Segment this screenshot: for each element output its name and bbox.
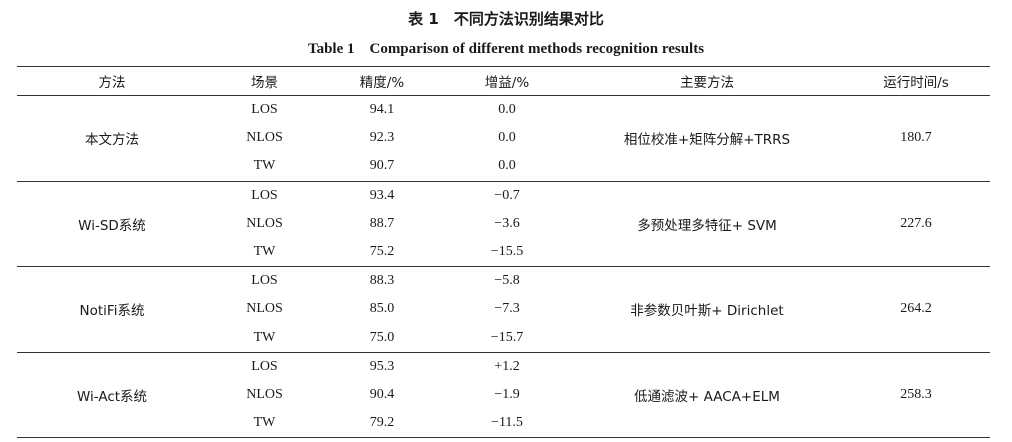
gain-cell: 0.0 bbox=[498, 102, 516, 118]
accuracy-cell: 79.2 bbox=[322, 409, 442, 439]
table-row: NLOS 90.4 −1.9 bbox=[17, 381, 990, 409]
header-accuracy: 精度/% bbox=[322, 66, 442, 96]
scene-cell: NLOS bbox=[246, 301, 283, 317]
table-caption-english: Table 1 Comparison of different methods … bbox=[307, 41, 705, 57]
method-cell: Wi-Act系统 bbox=[17, 352, 207, 439]
table-row: Wi-Act系统 LOS 95.3 +1.2 低通滤波+ AACA+ELM 25… bbox=[17, 352, 990, 439]
table-row: TW 79.2 −11.5 bbox=[17, 409, 990, 439]
gain-cell: −0.7 bbox=[494, 187, 520, 203]
table-row: Wi-SD系统 LOS 93.4 −0.7 多预处理多特征+ SVM 227.6 bbox=[17, 181, 990, 268]
runtime-cell: 180.7 bbox=[842, 95, 990, 182]
table-row: NotiFi系统 LOS 88.3 −5.8 非参数贝叶斯+ Dirichlet… bbox=[17, 266, 990, 353]
gain-cell: +1.2 bbox=[494, 358, 520, 374]
accuracy-cell: 75.2 bbox=[322, 237, 442, 268]
header-runtime: 运行时间/s bbox=[842, 66, 990, 96]
accuracy-cell: 75.0 bbox=[322, 323, 442, 353]
main-method-cell: 相位校准+矩阵分解+TRRS bbox=[572, 95, 842, 182]
accuracy-cell: 90.7 bbox=[322, 152, 442, 182]
table-row: 本文方法 LOS 94.1 0.0 相位校准+矩阵分解+TRRS 180.7 bbox=[17, 95, 990, 182]
scene-cell: TW bbox=[207, 323, 322, 353]
main-method-cell: 多预处理多特征+ SVM bbox=[572, 181, 842, 268]
main-method-cell: 非参数贝叶斯+ Dirichlet bbox=[572, 266, 842, 353]
gain-cell: −15.7 bbox=[442, 323, 572, 353]
accuracy-cell: 88.3 bbox=[369, 273, 395, 289]
gain-cell: −1.9 bbox=[494, 386, 520, 402]
scene-cell: LOS bbox=[251, 187, 278, 203]
table-caption-chinese: 表 1 不同方法识别结果对比 bbox=[408, 10, 604, 28]
accuracy-cell: 92.3 bbox=[369, 130, 395, 146]
accuracy-cell: 94.1 bbox=[369, 102, 395, 118]
accuracy-cell: 90.4 bbox=[369, 386, 395, 402]
gain-cell: −11.5 bbox=[442, 409, 572, 439]
scene-cell: TW bbox=[207, 237, 322, 268]
table-row: NLOS 85.0 −7.3 bbox=[17, 295, 990, 323]
runtime-cell: 258.3 bbox=[842, 352, 990, 439]
scene-cell: NLOS bbox=[246, 130, 283, 146]
comparison-table: 方法 场景 精度/% 增益/% 主要方法 运行时间/s 本文方法 LOS 94.… bbox=[17, 66, 990, 439]
method-cell: Wi-SD系统 bbox=[17, 181, 207, 268]
table-row: TW 90.7 0.0 bbox=[17, 152, 990, 182]
scene-cell: NLOS bbox=[246, 215, 283, 231]
header-row: 方法 场景 精度/% 增益/% 主要方法 运行时间/s bbox=[17, 66, 990, 96]
table-row: NLOS 92.3 0.0 bbox=[17, 124, 990, 152]
main-method-cell: 低通滤波+ AACA+ELM bbox=[572, 352, 842, 439]
accuracy-cell: 93.4 bbox=[369, 187, 395, 203]
gain-cell: −15.5 bbox=[442, 237, 572, 268]
header-main-method: 主要方法 bbox=[572, 66, 842, 96]
gain-cell: −5.8 bbox=[494, 273, 520, 289]
gain-cell: 0.0 bbox=[498, 130, 516, 146]
table-row: NLOS 88.7 −3.6 bbox=[17, 210, 990, 238]
method-cell: 本文方法 bbox=[17, 95, 207, 182]
runtime-cell: 227.6 bbox=[842, 181, 990, 268]
scene-cell: LOS bbox=[251, 273, 278, 289]
header-gain: 增益/% bbox=[442, 66, 572, 96]
gain-cell: 0.0 bbox=[442, 152, 572, 182]
accuracy-cell: 95.3 bbox=[369, 358, 395, 374]
header-scene: 场景 bbox=[207, 66, 322, 96]
scene-cell: NLOS bbox=[246, 386, 283, 402]
accuracy-cell: 88.7 bbox=[369, 215, 395, 231]
method-cell: NotiFi系统 bbox=[17, 266, 207, 353]
scene-cell: LOS bbox=[251, 358, 278, 374]
scene-cell: TW bbox=[207, 152, 322, 182]
scene-cell: TW bbox=[207, 409, 322, 439]
table-row: TW 75.0 −15.7 bbox=[17, 323, 990, 353]
runtime-cell: 264.2 bbox=[842, 266, 990, 353]
header-method: 方法 bbox=[17, 66, 207, 96]
accuracy-cell: 85.0 bbox=[369, 301, 395, 317]
gain-cell: −3.6 bbox=[494, 215, 520, 231]
gain-cell: −7.3 bbox=[494, 301, 520, 317]
scene-cell: LOS bbox=[251, 102, 278, 118]
table-row: TW 75.2 −15.5 bbox=[17, 237, 990, 268]
